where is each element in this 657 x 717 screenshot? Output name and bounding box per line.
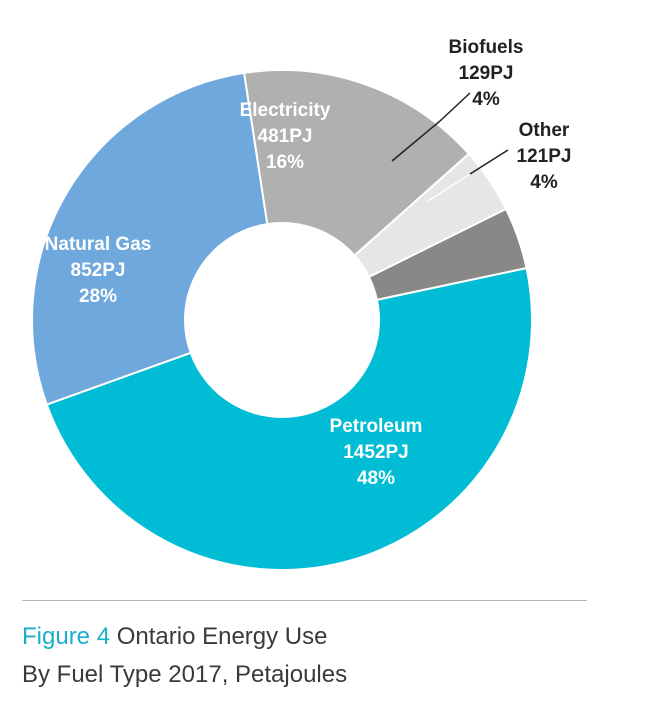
slice-other	[367, 207, 528, 302]
label-natural-gas: Natural Gas 852PJ 28%	[45, 234, 152, 307]
label-petroleum: Petroleum 1452PJ 48%	[330, 416, 423, 489]
figure-caption: Figure 4 Ontario Energy Use By Fuel Type…	[22, 618, 347, 694]
slice-electricity	[243, 69, 471, 257]
label-percent-petroleum: 48%	[357, 468, 395, 489]
label-percent-biofuels: 4%	[472, 89, 500, 110]
label-other: Other 121PJ 4%	[517, 120, 572, 193]
figure-number: Figure 4	[22, 623, 111, 650]
label-value-electricity: 481PJ	[258, 126, 313, 147]
slices-group	[31, 69, 533, 571]
label-value-biofuels: 129PJ	[459, 63, 514, 84]
leader-line-other	[427, 173, 471, 202]
label-electricity: Electricity 481PJ 16%	[240, 100, 331, 173]
figure-subtitle: By Fuel Type 2017, Petajoules	[22, 661, 348, 688]
label-percent-other: 4%	[530, 172, 558, 193]
label-name-petroleum: Petroleum	[330, 416, 423, 437]
label-name-electricity: Electricity	[240, 100, 331, 121]
label-name-other: Other	[519, 120, 570, 141]
label-value-other: 121PJ	[517, 146, 572, 167]
label-value-petroleum: 1452PJ	[343, 442, 409, 463]
figure-title: Ontario Energy Use	[116, 623, 328, 650]
leader-line-biofuels	[391, 120, 441, 162]
label-biofuels: Biofuels 129PJ 4%	[449, 37, 524, 110]
label-name-natural-gas: Natural Gas	[45, 234, 152, 255]
leader-line-outer-biofuels	[439, 92, 471, 122]
leader-line-outer-other	[469, 149, 509, 175]
label-percent-electricity: 16%	[266, 152, 304, 173]
label-name-biofuels: Biofuels	[449, 37, 524, 58]
donut-chart: Petroleum 1452PJ 48% Natural Gas 852PJ 28% Ele…	[31, 37, 572, 571]
slice-natural-gas	[31, 71, 269, 406]
slice-petroleum	[45, 266, 533, 571]
caption-title-line: Figure 4 Ontario Energy Use	[22, 618, 347, 656]
label-percent-natural-gas: 28%	[79, 286, 117, 307]
label-value-natural-gas: 852PJ	[71, 260, 126, 281]
caption-divider	[22, 600, 587, 601]
